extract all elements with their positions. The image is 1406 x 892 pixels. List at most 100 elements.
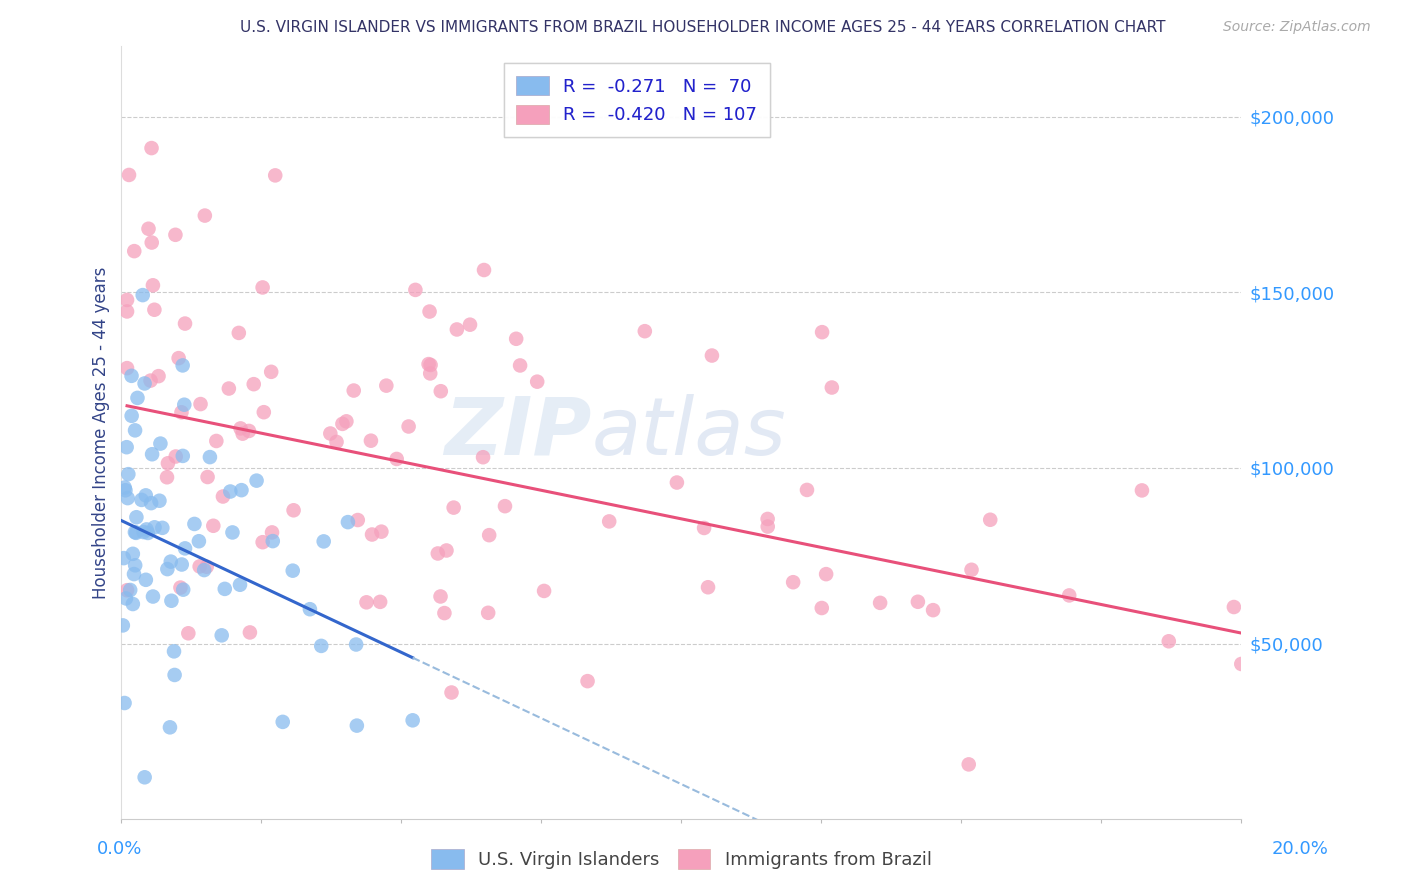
- Point: [356, 595, 378, 609]
- Point: [433, 606, 456, 620]
- Point: [122, 567, 145, 582]
- Point: [122, 244, 145, 259]
- Point: [211, 628, 233, 642]
- Point: [114, 481, 136, 495]
- Point: [149, 436, 172, 450]
- Point: [121, 368, 143, 383]
- Point: [132, 288, 155, 302]
- Point: [242, 377, 264, 392]
- Point: [922, 603, 945, 617]
- Point: [796, 483, 818, 497]
- Point: [115, 591, 138, 606]
- Point: [398, 419, 420, 434]
- Point: [143, 520, 166, 534]
- Point: [576, 674, 599, 689]
- Point: [132, 524, 155, 539]
- Point: [245, 474, 267, 488]
- Point: [419, 367, 441, 381]
- Text: Source: ZipAtlas.com: Source: ZipAtlas.com: [1223, 20, 1371, 34]
- Point: [163, 644, 186, 658]
- Point: [693, 521, 716, 535]
- Point: [115, 304, 138, 318]
- Point: [811, 325, 834, 339]
- Point: [526, 375, 548, 389]
- Point: [472, 263, 495, 277]
- Point: [335, 414, 357, 428]
- Point: [114, 696, 136, 710]
- Point: [346, 513, 368, 527]
- Point: [214, 582, 236, 596]
- Point: [229, 578, 252, 592]
- Point: [156, 456, 179, 470]
- Point: [419, 304, 441, 318]
- Point: [165, 227, 187, 242]
- Point: [111, 618, 134, 632]
- Point: [112, 551, 135, 566]
- Point: [172, 449, 194, 463]
- Legend: R =  -0.271   N =  70, R =  -0.420   N = 107: R = -0.271 N = 70, R = -0.420 N = 107: [503, 63, 769, 137]
- Point: [1223, 600, 1246, 615]
- Point: [117, 467, 139, 482]
- Point: [446, 322, 468, 336]
- Point: [190, 397, 212, 411]
- Point: [195, 559, 218, 574]
- Point: [131, 492, 153, 507]
- Point: [121, 547, 143, 561]
- Point: [312, 534, 335, 549]
- Point: [134, 770, 156, 784]
- Point: [135, 523, 157, 537]
- Point: [252, 280, 274, 294]
- Point: [159, 720, 181, 734]
- Point: [1157, 634, 1180, 648]
- Point: [172, 582, 194, 597]
- Point: [231, 483, 253, 497]
- Point: [124, 525, 146, 540]
- Point: [281, 564, 304, 578]
- Point: [443, 500, 465, 515]
- Point: [361, 527, 384, 541]
- Point: [697, 580, 720, 594]
- Point: [634, 324, 657, 338]
- Point: [169, 581, 191, 595]
- Point: [309, 639, 332, 653]
- Point: [172, 359, 194, 373]
- Point: [430, 384, 453, 399]
- Point: [869, 596, 891, 610]
- Point: [160, 593, 183, 607]
- Point: [115, 361, 138, 376]
- Point: [401, 714, 423, 728]
- Text: ZIP: ZIP: [444, 393, 592, 472]
- Point: [477, 606, 499, 620]
- Point: [232, 426, 254, 441]
- Point: [150, 521, 173, 535]
- Point: [598, 515, 620, 529]
- Point: [344, 638, 367, 652]
- Point: [782, 575, 804, 590]
- Point: [228, 326, 250, 340]
- Point: [141, 235, 163, 250]
- Point: [509, 359, 531, 373]
- Point: [173, 398, 195, 412]
- Point: [114, 483, 136, 498]
- Point: [135, 488, 157, 502]
- Point: [177, 626, 200, 640]
- Point: [262, 534, 284, 549]
- Text: 20.0%: 20.0%: [1272, 840, 1329, 858]
- Point: [141, 447, 163, 461]
- Point: [219, 484, 242, 499]
- Point: [174, 541, 197, 556]
- Point: [165, 450, 187, 464]
- Point: [124, 423, 146, 437]
- Point: [183, 516, 205, 531]
- Point: [188, 559, 211, 574]
- Point: [156, 470, 179, 484]
- Point: [426, 546, 449, 560]
- Point: [815, 567, 838, 582]
- Point: [187, 534, 209, 549]
- Point: [229, 421, 252, 435]
- Text: U.S. VIRGIN ISLANDER VS IMMIGRANTS FROM BRAZIL HOUSEHOLDER INCOME AGES 25 - 44 Y: U.S. VIRGIN ISLANDER VS IMMIGRANTS FROM …: [240, 20, 1166, 35]
- Point: [370, 524, 392, 539]
- Point: [148, 493, 170, 508]
- Point: [167, 351, 190, 365]
- Point: [368, 595, 391, 609]
